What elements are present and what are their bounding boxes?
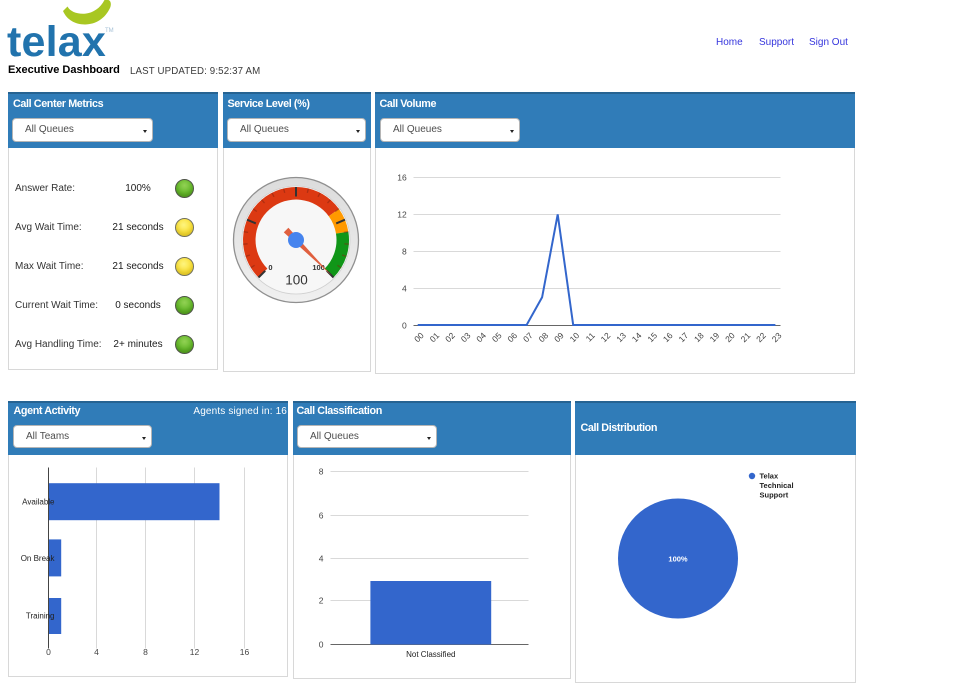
svg-text:telax: telax <box>7 18 106 60</box>
svg-text:19: 19 <box>708 330 722 344</box>
svg-text:8: 8 <box>319 467 324 477</box>
svg-text:00: 00 <box>412 330 426 344</box>
svg-text:12: 12 <box>190 647 200 657</box>
svg-text:0: 0 <box>46 647 51 657</box>
svg-text:0: 0 <box>402 321 407 331</box>
svg-text:02: 02 <box>443 330 457 344</box>
svg-text:Training: Training <box>26 612 55 621</box>
svg-text:08: 08 <box>536 330 550 344</box>
svg-text:12: 12 <box>397 210 407 220</box>
svg-text:0: 0 <box>319 640 324 650</box>
svg-text:17: 17 <box>676 330 690 344</box>
svg-text:16: 16 <box>397 173 407 183</box>
svg-text:15: 15 <box>645 330 659 344</box>
svg-text:Available: Available <box>22 498 55 507</box>
svg-text:14: 14 <box>630 330 644 344</box>
svg-text:4: 4 <box>402 284 407 294</box>
svg-text:8: 8 <box>402 247 407 257</box>
svg-text:Technical: Technical <box>760 481 794 490</box>
svg-text:Telax: Telax <box>760 472 779 481</box>
svg-text:16: 16 <box>661 330 675 344</box>
svg-text:Not Classified: Not Classified <box>406 650 455 659</box>
svg-text:4: 4 <box>319 554 324 564</box>
svg-text:03: 03 <box>459 330 473 344</box>
svg-text:11: 11 <box>584 330 598 344</box>
svg-text:0: 0 <box>268 263 272 272</box>
svg-text:13: 13 <box>614 330 628 344</box>
svg-text:2: 2 <box>319 596 324 606</box>
svg-text:6: 6 <box>319 511 324 521</box>
svg-text:100%: 100% <box>668 555 688 564</box>
svg-text:100: 100 <box>285 273 308 288</box>
svg-text:100: 100 <box>312 263 325 272</box>
svg-text:23: 23 <box>770 330 784 344</box>
svg-text:8: 8 <box>143 647 148 657</box>
svg-text:09: 09 <box>552 330 566 344</box>
svg-text:04: 04 <box>474 330 488 344</box>
svg-text:Support: Support <box>760 490 789 499</box>
svg-text:18: 18 <box>692 330 706 344</box>
svg-text:On Break: On Break <box>21 554 56 563</box>
svg-text:20: 20 <box>723 330 737 344</box>
svg-text:10: 10 <box>568 330 582 344</box>
svg-text:01: 01 <box>428 330 442 344</box>
svg-text:16: 16 <box>240 647 250 657</box>
svg-text:05: 05 <box>490 330 504 344</box>
svg-text:22: 22 <box>754 330 768 344</box>
svg-text:06: 06 <box>505 330 519 344</box>
svg-text:12: 12 <box>599 330 613 344</box>
svg-text:21: 21 <box>739 330 753 344</box>
svg-text:TM: TM <box>105 28 114 34</box>
svg-text:4: 4 <box>94 647 99 657</box>
svg-text:07: 07 <box>521 330 535 344</box>
